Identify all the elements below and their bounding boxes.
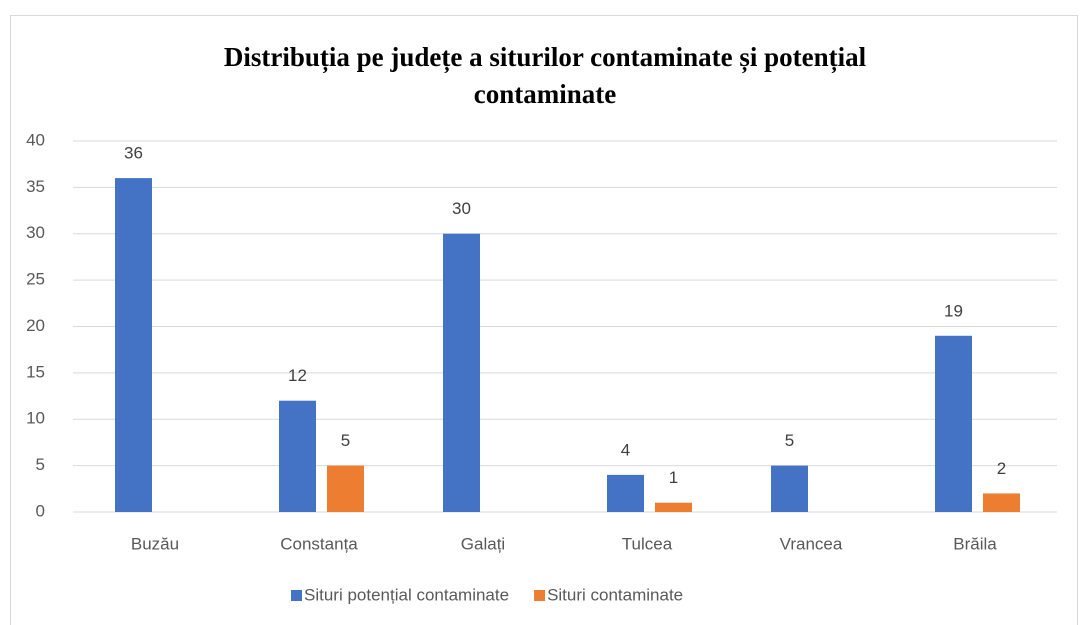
y-tick-label: 5	[36, 455, 45, 474]
data-label: 2	[997, 459, 1006, 478]
data-label: 30	[452, 199, 471, 218]
data-label: 5	[785, 431, 794, 450]
bar	[935, 335, 972, 512]
bar	[771, 465, 808, 512]
legend-label: Situri contaminate	[547, 585, 683, 604]
chart-title: contaminate	[474, 79, 616, 109]
data-label: 19	[944, 301, 963, 320]
x-tick-label: Constanța	[280, 534, 358, 553]
chart-title: Distribuția pe județe a siturilor contam…	[224, 42, 867, 73]
bar	[443, 233, 480, 512]
y-tick-label: 0	[36, 501, 45, 520]
bar	[655, 502, 692, 512]
chart-border	[10, 15, 1078, 625]
y-tick-label: 15	[26, 362, 45, 381]
bar	[279, 400, 316, 512]
y-tick-label: 40	[26, 130, 45, 149]
data-label: 5	[341, 431, 350, 450]
y-tick-label: 25	[26, 270, 45, 289]
data-label: 36	[124, 144, 143, 163]
legend-swatch	[291, 590, 302, 601]
x-tick-label: Vrancea	[780, 534, 843, 553]
x-tick-label: Buzău	[131, 534, 179, 553]
bar	[983, 493, 1020, 512]
y-tick-label: 20	[26, 316, 45, 335]
bar	[607, 474, 644, 512]
y-tick-label: 30	[26, 223, 45, 242]
data-label: 1	[669, 468, 678, 487]
bar	[327, 465, 364, 512]
legend-label: Situri potențial contaminate	[304, 585, 509, 604]
legend-swatch	[534, 590, 546, 601]
bar	[115, 178, 152, 512]
y-tick-label: 10	[26, 409, 45, 428]
y-tick-label: 35	[26, 177, 45, 196]
x-tick-label: Brăila	[953, 534, 997, 553]
data-label: 12	[288, 366, 307, 385]
data-label: 4	[621, 440, 630, 459]
x-tick-label: Galați	[461, 534, 505, 553]
x-tick-label: Tulcea	[622, 534, 673, 553]
